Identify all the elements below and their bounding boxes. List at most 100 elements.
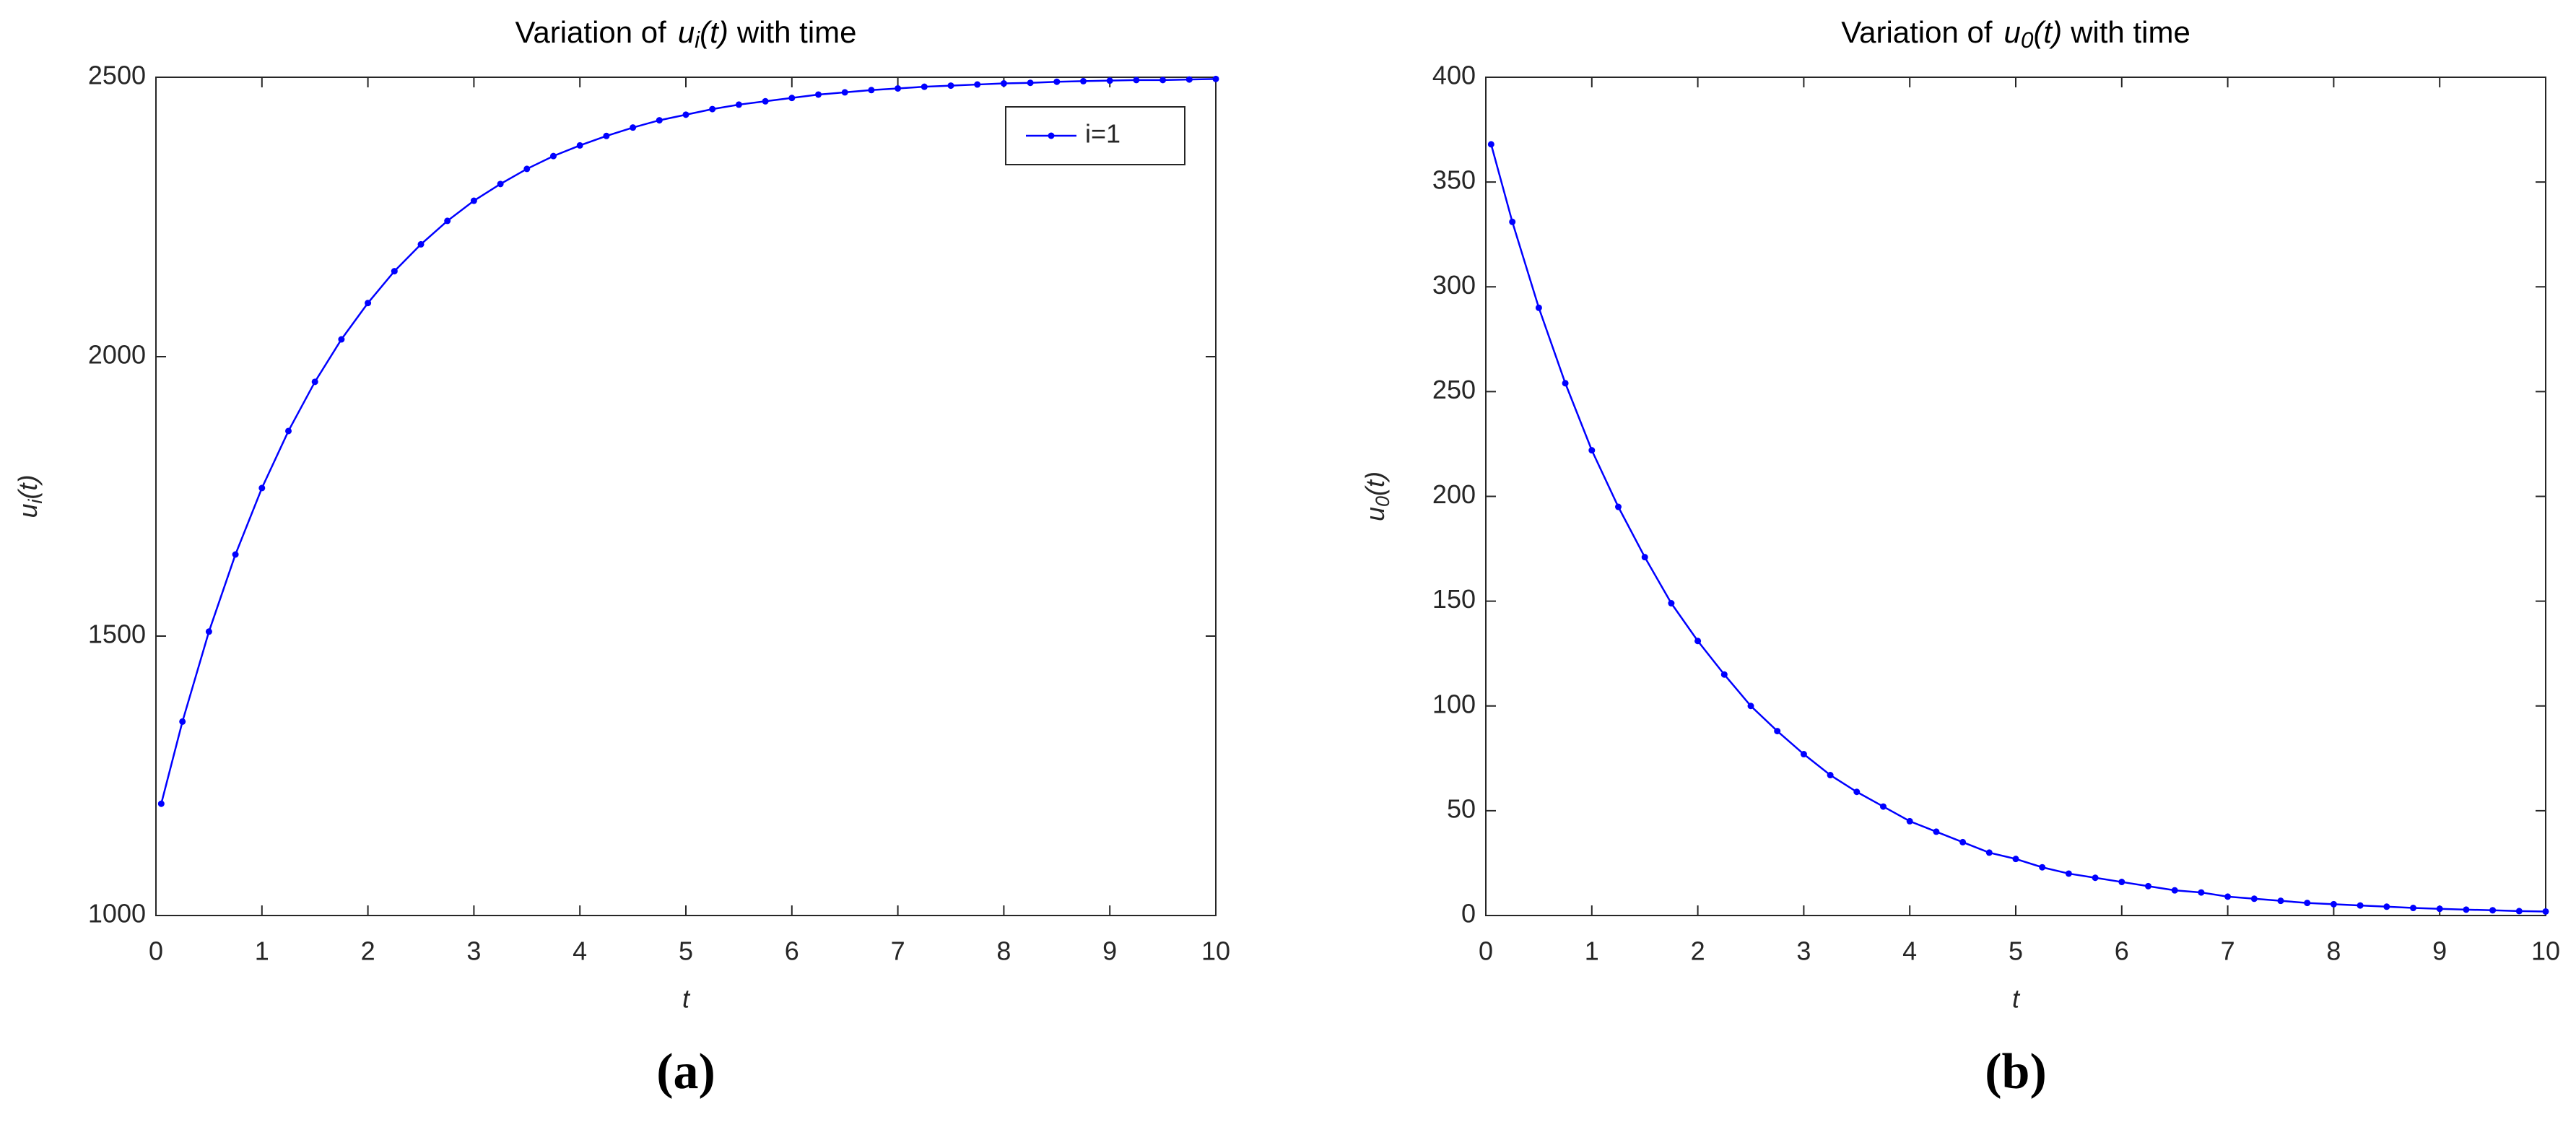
data-point xyxy=(788,95,796,102)
data-point xyxy=(2277,897,2284,905)
data-point xyxy=(444,217,451,225)
data-point xyxy=(1800,751,1807,758)
data-point xyxy=(1080,77,1087,84)
x-tick-label: 7 xyxy=(2221,936,2235,966)
data-point xyxy=(2463,906,2470,913)
y-tick-label: 150 xyxy=(1432,584,1476,614)
x-tick-label: 0 xyxy=(149,936,163,966)
y-tick-label: 0 xyxy=(1461,899,1476,929)
data-point xyxy=(576,142,583,149)
y-tick-label: 1500 xyxy=(88,619,146,649)
y-tick-label: 400 xyxy=(1432,61,1476,90)
data-point xyxy=(2171,887,2178,894)
data-point xyxy=(1641,554,1648,561)
data-point xyxy=(2515,908,2523,915)
data-point xyxy=(1668,600,1675,607)
data-point xyxy=(232,551,239,558)
data-point xyxy=(1535,304,1542,311)
data-point xyxy=(311,378,318,386)
title-part: Variation of xyxy=(515,15,666,49)
data-point xyxy=(1487,141,1494,148)
data-point xyxy=(338,336,345,343)
data-point xyxy=(470,197,477,204)
data-point xyxy=(841,89,848,96)
data-point xyxy=(1053,78,1061,85)
x-tick-label: 1 xyxy=(1585,936,1599,966)
y-axis-label: u0(t) xyxy=(1360,471,1394,521)
title-part: u xyxy=(1360,507,1390,521)
title-part: u xyxy=(2004,15,2021,49)
data-point xyxy=(2198,889,2205,896)
data-point xyxy=(1027,79,1034,87)
x-tick-label: 5 xyxy=(2009,936,2023,966)
data-point xyxy=(2224,893,2232,900)
data-point xyxy=(1906,817,1913,825)
title-part: 0 xyxy=(1372,496,1393,507)
x-tick-label: 4 xyxy=(1902,936,1917,966)
title-part: (t) xyxy=(2033,15,2062,49)
x-axis-label: t xyxy=(2012,984,2021,1014)
data-point xyxy=(1880,803,1887,810)
title-part: with time xyxy=(736,15,857,49)
data-point xyxy=(2145,882,2151,890)
y-tick-label: 250 xyxy=(1432,375,1476,404)
title-part: u xyxy=(678,15,695,49)
y-tick-label: 200 xyxy=(1432,479,1476,509)
chart: 0 1 2 3 4 5 6 7 8 9 10 1000 1500 2000 2500 Variation of… xyxy=(13,15,1231,1100)
data-point xyxy=(2039,864,2046,871)
panel-label: (b) xyxy=(1985,1044,2047,1100)
data-point xyxy=(2304,900,2311,907)
plot-area xyxy=(1485,77,2546,916)
data-point xyxy=(1159,77,1167,84)
legend-marker xyxy=(1048,132,1055,139)
x-tick-label: 9 xyxy=(1102,936,1117,966)
x-tick-label: 6 xyxy=(785,936,799,966)
data-point xyxy=(417,240,425,248)
data-point xyxy=(1720,671,1728,678)
data-point xyxy=(1509,218,1516,225)
data-point xyxy=(762,97,769,105)
title-part: i xyxy=(25,498,46,503)
data-point xyxy=(1212,75,1219,82)
data-point xyxy=(2410,905,2416,912)
x-tick-label: 10 xyxy=(1201,936,1230,966)
data-point xyxy=(2542,908,2549,915)
data-point xyxy=(603,132,610,139)
data-point xyxy=(1853,788,1861,796)
data-point xyxy=(2118,879,2125,886)
data-point xyxy=(2250,895,2258,903)
data-point xyxy=(709,105,716,113)
data-point xyxy=(1185,76,1193,83)
data-point xyxy=(1827,772,1834,779)
title-part: (t) xyxy=(700,15,728,49)
data-point xyxy=(2383,903,2390,910)
data-point xyxy=(1133,77,1140,84)
data-point xyxy=(2012,856,2019,863)
data-point xyxy=(1615,503,1622,510)
x-tick-label: 0 xyxy=(1479,936,1493,966)
x-tick-label: 10 xyxy=(2531,936,2560,966)
y-tick-label: 1000 xyxy=(88,899,146,929)
data-point xyxy=(815,91,822,98)
data-point xyxy=(947,82,954,90)
data-point xyxy=(1747,703,1754,710)
x-tick-label: 7 xyxy=(891,936,905,966)
chart: 0 1 2 3 4 5 6 7 8 9 10050100150200250300350400Vari… xyxy=(1360,15,2561,1100)
title-part: (t) xyxy=(13,474,43,499)
x-tick-label: 2 xyxy=(361,936,375,966)
data-point xyxy=(365,300,372,307)
x-tick-label: 4 xyxy=(573,936,587,966)
data-point xyxy=(205,628,212,635)
x-tick-label: 9 xyxy=(2432,936,2447,966)
plot-area xyxy=(155,77,1217,916)
data-point xyxy=(258,484,266,492)
data-point xyxy=(1694,638,1702,645)
data-point xyxy=(2092,874,2099,882)
chart-title: Variation of ui(t) with time xyxy=(515,15,856,53)
data-point xyxy=(2065,870,2072,877)
title-part: i xyxy=(695,27,700,53)
data-point xyxy=(735,101,742,108)
data-point xyxy=(921,83,928,90)
title-part: (t) xyxy=(1360,471,1390,496)
x-tick-label: 6 xyxy=(2115,936,2129,966)
